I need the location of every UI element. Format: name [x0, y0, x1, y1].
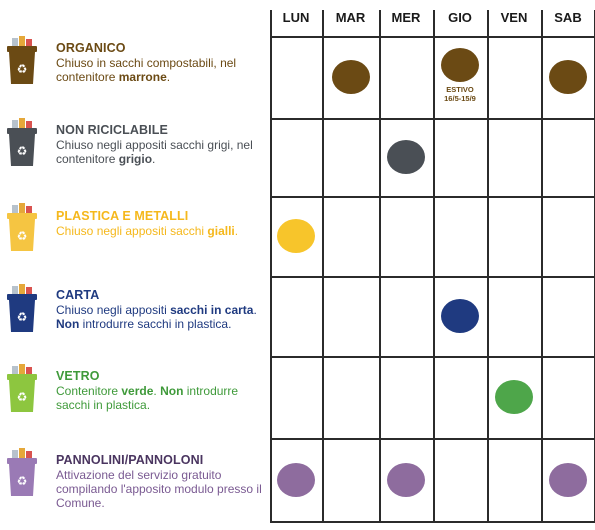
collection-dot-pannolini-sab [549, 462, 587, 497]
grid-horizontal-line [270, 118, 595, 120]
category-text: NON RICICLABILE Chiuso negli appositi sac… [56, 122, 266, 166]
description-text: Chiuso in sacchi compostabili, nel conte… [56, 56, 237, 84]
schedule-grid: LUN MAR MER GIO VEN SAB ESTIVO 16/5-15/9 [270, 0, 595, 530]
description-emphasis: Non [56, 317, 80, 331]
grid-vertical-line [593, 10, 595, 521]
svg-text:♻: ♻ [17, 229, 28, 243]
description-text: Attivazione del servizio gratuito compil… [56, 468, 262, 510]
grid-vertical-line [379, 10, 381, 521]
category-title: PLASTICA E METALLI [56, 209, 189, 223]
category-description: Chiuso negli appositi sacchi gialli. [56, 224, 266, 238]
category-description: Chiuso negli appositi sacchi grigi, nel … [56, 138, 266, 166]
svg-text:♻: ♻ [17, 390, 28, 404]
category-carta: ♻ CARTA Chiuso negli appositi sacchi in ca… [0, 284, 268, 357]
category-title: PANNOLINI/PANNOLONI [56, 453, 204, 467]
category-description: Chiuso negli appositi sacchi in carta. N… [56, 303, 266, 331]
description-text: . [152, 152, 156, 166]
grid-horizontal-line [270, 36, 595, 38]
svg-text:♻: ♻ [17, 62, 28, 76]
category-text: VETRO Contenitore verde. Non introdurre s… [56, 368, 266, 412]
collection-dot-carta-gio [441, 299, 479, 333]
collection-dot-plastica-lun [277, 219, 315, 253]
description-text: . [234, 224, 239, 238]
description-emphasis: verde [121, 384, 154, 398]
description-text: Chiuso negli appositi sacchi grigi, nel … [56, 138, 253, 166]
description-emphasis: grigio [118, 152, 153, 166]
day-header-mar: MAR [335, 10, 366, 25]
svg-text:♻: ♻ [17, 310, 28, 324]
grid-vertical-line [322, 10, 324, 521]
day-header-lun: LUN [282, 10, 310, 25]
grid-horizontal-line [270, 438, 595, 440]
category-text: PLASTICA E METALLI Chiuso negli appositi … [56, 208, 266, 238]
description-text: Chiuso negli appositi sacchi [56, 224, 208, 238]
description-text: . [166, 70, 171, 84]
grid-vertical-line [541, 10, 543, 521]
collection-dot-pannolini-lun [277, 462, 315, 497]
organic-bin-icon: ♻ [7, 36, 37, 84]
seasonal-note: ESTIVO 16/5-15/9 [430, 85, 490, 103]
description-text: Chiuso negli appositi [56, 303, 171, 317]
glass-bin-icon: ♻ [7, 364, 37, 412]
svg-text:♻: ♻ [17, 144, 28, 158]
category-description: Chiuso in sacchi compostabili, nel conte… [56, 56, 266, 84]
plastic-bin-icon: ♻ [7, 203, 37, 251]
category-description: Attivazione del servizio gratuito compil… [56, 468, 266, 510]
description-emphasis: sacchi in carta [170, 303, 254, 317]
collection-dot-organico-mar [331, 60, 370, 94]
grid-horizontal-line [270, 196, 595, 198]
grid-horizontal-line [270, 276, 595, 278]
day-header-mer: MER [391, 10, 421, 25]
description-emphasis: marrone [118, 70, 167, 84]
category-title: ORGANICO [56, 41, 126, 55]
description-text: . [253, 303, 257, 317]
category-vetro: ♻ VETRO Contenitore verde. Non introdurre … [0, 364, 268, 438]
seasonal-note-line: 16/5-15/9 [444, 94, 476, 103]
collection-dot-vetro-ven [495, 380, 533, 414]
category-organico: ♻ ORGANICO Chiuso in sacchi compostabili, … [0, 36, 268, 110]
description-text: . [153, 384, 161, 398]
category-pannolini: ♻ PANNOLINI/PANNOLONI Attivazione del serv… [0, 448, 268, 522]
seasonal-note-line: ESTIVO [446, 85, 474, 94]
category-title: VETRO [56, 369, 100, 383]
grid-vertical-line [487, 10, 489, 521]
collection-dot-organico-gio [441, 48, 479, 82]
grid-vertical-line [433, 10, 435, 521]
category-non-riciclabile: ♻ NON RICICLABILE Chiuso negli appositi sa… [0, 118, 268, 192]
non-recyclable-bin-icon: ♻ [7, 118, 37, 166]
description-emphasis: Non [160, 384, 184, 398]
grid-horizontal-line [270, 356, 595, 358]
day-header-sab: SAB [554, 10, 582, 25]
paper-bin-icon: ♻ [7, 284, 37, 332]
description-text: Contenitore [56, 384, 122, 398]
category-text: PANNOLINI/PANNOLONI Attivazione del servi… [56, 452, 266, 510]
day-header-ven: VEN [500, 10, 528, 25]
category-text: CARTA Chiuso negli appositi sacchi in car… [56, 287, 266, 331]
category-title: NON RICICLABILE [56, 123, 168, 137]
description-text: introdurre sacchi in plastica. [79, 317, 232, 331]
grid-horizontal-line [270, 521, 595, 523]
description-emphasis: gialli [207, 224, 235, 238]
description-text: introdurre sacchi in plastica. [56, 384, 239, 412]
day-header-gio: GIO [448, 10, 472, 25]
diaper-bin-icon: ♻ [7, 448, 37, 496]
collection-dot-non-riciclabile-mer [387, 140, 425, 174]
collection-dot-pannolini-mer [387, 462, 425, 497]
grid-vertical-line [270, 10, 272, 521]
category-title: CARTA [56, 288, 100, 302]
category-plastica: ♻ PLASTICA E METALLI Chiuso negli appositi… [0, 203, 268, 278]
category-description: Contenitore verde. Non introdurre sacchi… [56, 384, 266, 412]
category-text: ORGANICO Chiuso in sacchi compostabili, n… [56, 40, 266, 84]
collection-dot-organico-sab [549, 60, 587, 94]
svg-text:♻: ♻ [17, 474, 28, 488]
